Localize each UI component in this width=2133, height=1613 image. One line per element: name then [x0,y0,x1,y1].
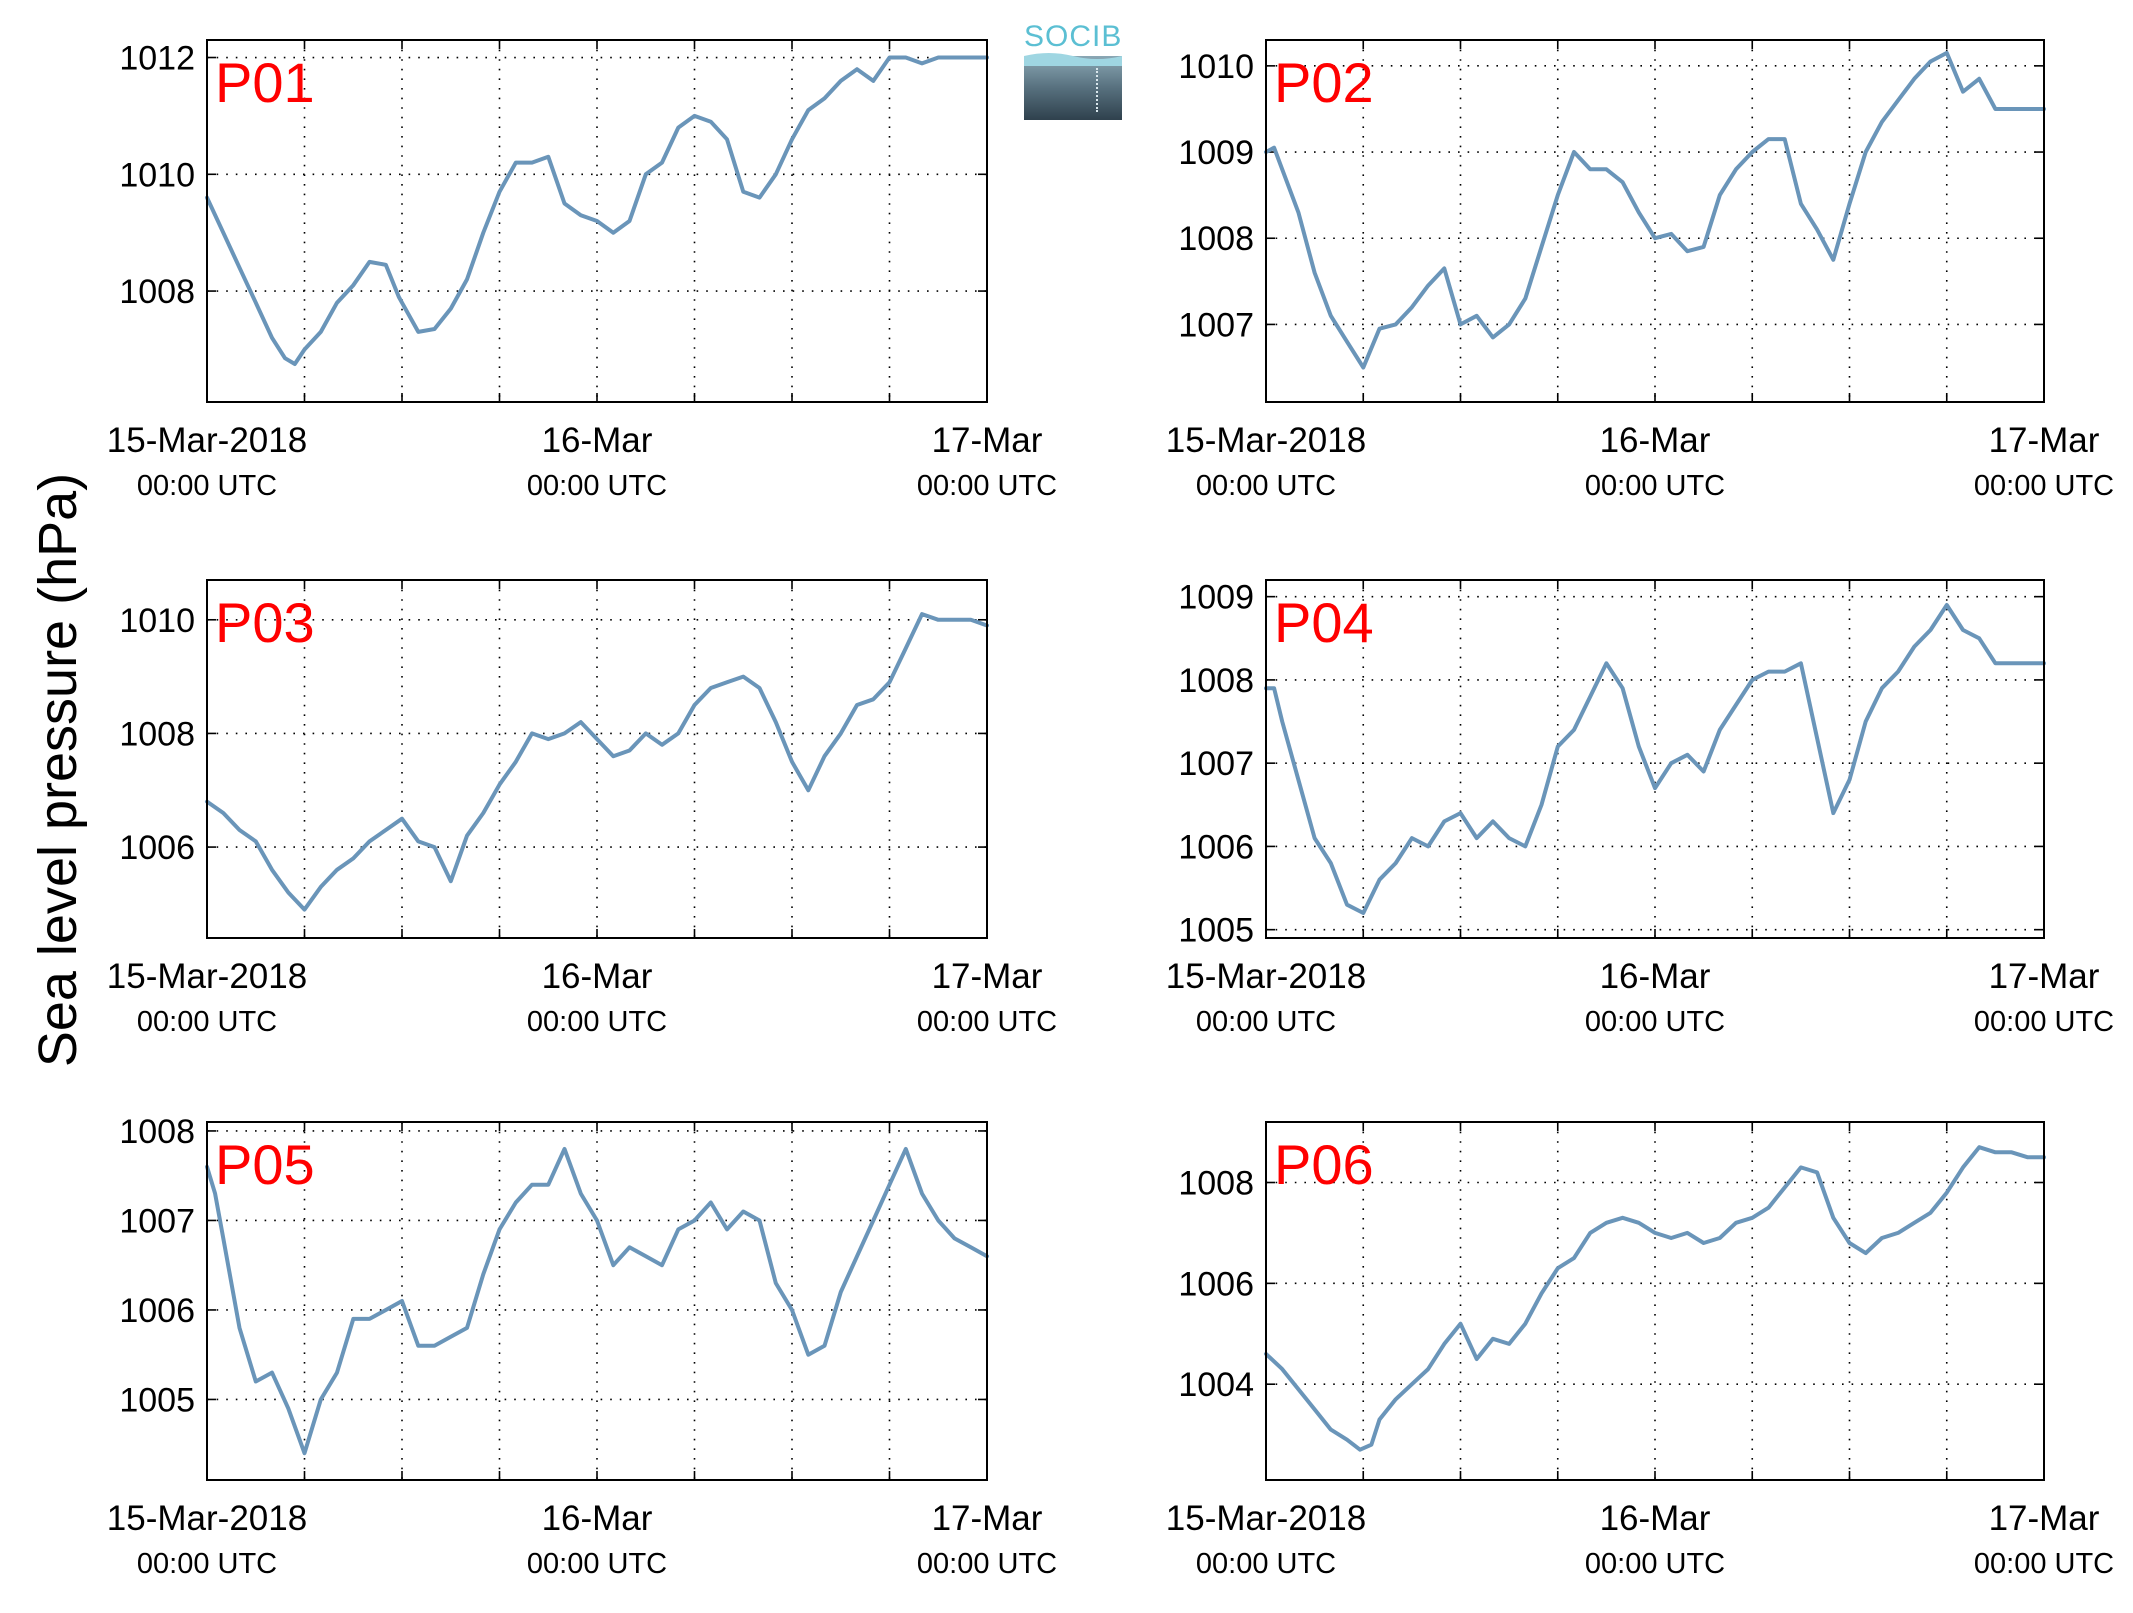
x-tick-label-date: 15-Mar-2018 [107,957,307,996]
y-tick-label: 1008 [119,273,195,311]
data-series-line [1264,1145,2046,1452]
x-tick-label-date: 17-Mar [932,957,1043,996]
y-tick-label: 1012 [119,40,195,78]
x-tick-label-date: 17-Mar [1989,1499,2100,1538]
x-tick-label-date: 16-Mar [542,421,653,460]
logo-dots-icon [1096,68,1100,112]
x-tick-label-date: 17-Mar [932,1499,1043,1538]
panel-p02: 1007 1008 1009 1010 P02 15-Mar-2018 00:00 UTC 1… [1166,39,2114,502]
y-tick-label: 1010 [1178,48,1254,86]
panel-label: P05 [215,1133,315,1196]
panel-p01: 1008 1010 1012 P01 15-Mar-2018 00:00 UTC 16-Ma… [107,39,1057,502]
x-tick-label-time: 00:00 UTC [527,1548,667,1580]
data-series-line [1264,603,2046,915]
y-tick-label: 1007 [119,1202,195,1240]
panel-label: P04 [1274,591,1374,654]
x-tick-label-date: 16-Mar [1600,421,1711,460]
plot-area-frame [1265,39,2045,403]
y-tick-label: 1008 [119,1113,195,1151]
x-tick-label-date: 17-Mar [1989,421,2100,460]
x-tick-label-date: 17-Mar [1989,957,2100,996]
x-tick-label-time: 00:00 UTC [527,470,667,502]
panel-label: P02 [1274,51,1374,114]
panel-p03: 1006 1008 1010 P03 15-Mar-2018 00:00 UTC 16-Ma… [107,579,1057,1038]
y-tick-label: 1010 [119,156,195,194]
x-tick-label-date: 15-Mar-2018 [107,421,307,460]
x-tick-label-time: 00:00 UTC [917,1548,1057,1580]
plot-area-frame [1265,1121,2045,1481]
y-tick-label: 1009 [1178,579,1254,617]
y-tick-label: 1008 [1178,1165,1254,1203]
x-tick-label-time: 00:00 UTC [1974,1548,2114,1580]
panel-p05: 1005 1006 1007 1008 P05 15-Mar-2018 00:00 UTC 1… [107,1113,1057,1580]
data-series-line [205,612,989,912]
x-tick-label-time: 00:00 UTC [1974,1006,2114,1038]
x-tick-label-time: 00:00 UTC [1196,1006,1336,1038]
y-tick-label: 1008 [119,715,195,753]
logo-wave-icon [1024,53,1122,66]
x-tick-label-time: 00:00 UTC [1585,470,1725,502]
y-tick-label: 1009 [1178,134,1254,172]
x-tick-label-date: 16-Mar [1600,957,1711,996]
x-tick-label-time: 00:00 UTC [1196,470,1336,502]
panel-p04: 1005 1006 1007 1008 1009 P04 15-Mar-2018 00:00 … [1166,579,2114,1038]
x-tick-label-date: 15-Mar-2018 [1166,957,1366,996]
panel-p06: 1004 1006 1008 P06 15-Mar-2018 00:00 UTC 16-Ma… [1166,1121,2114,1580]
y-tick-label: 1008 [1178,220,1254,258]
y-axis-label: Sea level pressure (hPa) [28,472,88,1068]
x-tick-label-date: 17-Mar [932,421,1043,460]
data-series-line [1264,50,2046,370]
y-tick-label: 1008 [1178,662,1254,700]
x-tick-label-time: 00:00 UTC [917,1006,1057,1038]
y-tick-label: 1006 [1178,828,1254,866]
plot-area-frame [1265,579,2045,939]
panel-label: P01 [215,51,315,114]
x-tick-label-time: 00:00 UTC [137,1548,277,1580]
x-tick-label-time: 00:00 UTC [137,470,277,502]
x-tick-label-date: 16-Mar [542,1499,653,1538]
logo-graphic [1024,56,1122,120]
x-tick-label-time: 00:00 UTC [137,1006,277,1038]
x-tick-label-time: 00:00 UTC [527,1006,667,1038]
data-series-line [205,1146,989,1456]
y-tick-label: 1007 [1178,745,1254,783]
x-tick-label-time: 00:00 UTC [917,470,1057,502]
x-tick-label-date: 15-Mar-2018 [1166,1499,1366,1538]
y-tick-label: 1010 [119,602,195,640]
y-tick-label: 1006 [119,1292,195,1330]
x-tick-label-date: 15-Mar-2018 [1166,421,1366,460]
panel-label: P06 [1274,1133,1374,1196]
x-tick-label-time: 00:00 UTC [1196,1548,1336,1580]
y-tick-label: 1006 [1178,1265,1254,1303]
y-tick-label: 1007 [1178,306,1254,344]
plot-area-frame [206,39,988,403]
plot-area-frame [206,579,988,939]
panel-label: P03 [215,591,315,654]
y-tick-label: 1006 [119,829,195,867]
plot-area-frame [206,1121,988,1481]
x-tick-label-time: 00:00 UTC [1974,470,2114,502]
socib-logo: SOCIB [1024,20,1122,120]
y-tick-label: 1004 [1178,1366,1254,1404]
data-series-line [205,55,989,366]
logo-text: SOCIB [1024,20,1123,53]
x-tick-label-time: 00:00 UTC [1585,1006,1725,1038]
x-tick-label-date: 16-Mar [1600,1499,1711,1538]
y-tick-label: 1005 [1178,912,1254,950]
x-tick-label-date: 16-Mar [542,957,653,996]
x-tick-label-time: 00:00 UTC [1585,1548,1725,1580]
x-tick-label-date: 15-Mar-2018 [107,1499,307,1538]
y-tick-label: 1005 [119,1381,195,1419]
